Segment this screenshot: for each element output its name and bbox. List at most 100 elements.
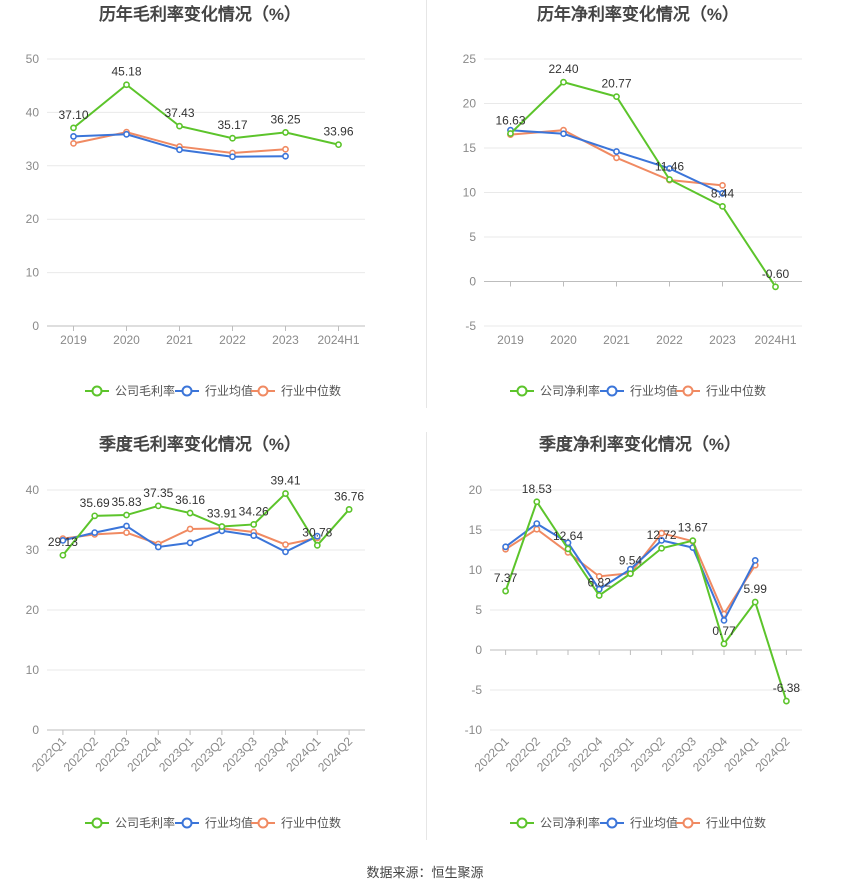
data-point-industry_avg <box>70 133 77 140</box>
series-line-company <box>504 499 788 702</box>
data-label: 12.64 <box>553 529 583 543</box>
data-label: 0.77 <box>712 624 736 638</box>
data-label: 6.82 <box>588 575 612 589</box>
data-point-company <box>613 93 620 101</box>
data-point-industry_avg <box>91 529 99 536</box>
legend-label: 行业中位数 <box>706 383 766 398</box>
chart-title: 历年净利率变化情况（%） <box>537 4 739 24</box>
legend-label: 公司净利率 <box>540 383 600 398</box>
y-tick-label: 10 <box>26 266 40 280</box>
series-line-industry_avg <box>510 129 723 195</box>
legend-item-industry_avg[interactable]: 行业均值 <box>600 383 678 398</box>
legend-item-industry_avg[interactable]: 行业均值 <box>175 815 253 830</box>
data-label: 9.54 <box>619 554 643 568</box>
y-tick-label: 0 <box>469 275 476 289</box>
data-point-company <box>658 544 665 552</box>
data-label: 16.63 <box>495 113 525 127</box>
legend-item-industry_avg[interactable]: 行业均值 <box>175 383 253 398</box>
y-tick-label: 0 <box>475 643 482 657</box>
data-label: 13.67 <box>678 521 708 535</box>
x-tick-label: 2019 <box>60 333 87 347</box>
data-label: -6.38 <box>773 681 801 695</box>
data-label: 35.83 <box>111 495 141 509</box>
legend-swatch-marker <box>181 385 193 397</box>
x-tick-label: 2023 <box>709 333 736 347</box>
legend-item-industry_median[interactable]: 行业中位数 <box>251 383 341 398</box>
legend-item-company[interactable]: 公司净利率 <box>510 383 600 398</box>
data-label: 30.78 <box>302 525 332 539</box>
legend-swatch-marker <box>91 817 103 829</box>
y-tick-label: 5 <box>475 603 482 617</box>
data-label: 33.96 <box>323 125 353 139</box>
x-tick-label: 2019 <box>497 333 524 347</box>
legend-item-industry_median[interactable]: 行业中位数 <box>251 815 341 830</box>
data-point-company <box>218 523 226 530</box>
bottom-column-divider <box>426 432 427 840</box>
x-tick-label: 2024H1 <box>754 333 796 347</box>
data-point-company <box>154 502 162 510</box>
data-point-industry_avg <box>719 189 726 197</box>
data-point-company <box>595 592 603 599</box>
data-point-company <box>91 512 99 520</box>
data-point-company <box>560 78 567 86</box>
y-tick-label: 10 <box>469 563 483 577</box>
legend-item-company[interactable]: 公司净利率 <box>510 815 600 830</box>
chart-title: 季度毛利率变化情况（%） <box>99 434 301 454</box>
data-point-company <box>282 129 289 136</box>
quarterly-gross-margin-chart: 季度毛利率变化情况（%）0102030402022Q12022Q22022Q32… <box>26 434 365 830</box>
y-tick-label: 10 <box>463 186 477 200</box>
data-point-industry_avg <box>250 532 258 539</box>
data-point-company <box>313 541 321 549</box>
y-tick-label: 20 <box>26 603 40 617</box>
data-label: 36.16 <box>175 493 205 507</box>
data-label: 37.10 <box>58 108 88 122</box>
data-point-industry_avg <box>313 532 321 540</box>
legend-swatch-marker <box>181 817 193 829</box>
data-point-company <box>502 587 509 595</box>
legend-swatch-marker <box>257 817 269 829</box>
data-point-industry_avg <box>564 539 572 547</box>
y-tick-label: -5 <box>465 319 476 333</box>
legend-swatch-marker <box>682 817 694 829</box>
series-line-company <box>509 81 777 288</box>
data-point-company <box>345 506 353 513</box>
data-point-company <box>282 490 289 497</box>
legend-label: 行业中位数 <box>281 815 341 830</box>
legend-item-industry_median[interactable]: 行业中位数 <box>676 815 766 830</box>
data-point-industry_median <box>282 541 289 548</box>
x-tick-label: 2022 <box>219 333 246 347</box>
y-tick-label: -10 <box>465 723 483 737</box>
legend-label: 行业中位数 <box>281 383 341 398</box>
data-label: 37.35 <box>143 486 173 500</box>
legend-item-industry_median[interactable]: 行业中位数 <box>676 383 766 398</box>
legend-item-company[interactable]: 公司毛利率 <box>85 815 175 830</box>
data-point-industry_median <box>533 525 541 533</box>
data-label: 22.40 <box>548 62 578 76</box>
data-point-industry_avg <box>720 616 728 624</box>
data-point-industry_median <box>719 181 726 189</box>
data-point-company <box>70 124 77 132</box>
legend-item-company[interactable]: 公司毛利率 <box>85 383 175 398</box>
data-point-company <box>123 511 130 519</box>
data-point-company <box>186 509 194 517</box>
series-line-company <box>62 491 350 556</box>
data-label: 18.53 <box>522 482 552 496</box>
x-tick-label: 2022 <box>656 333 683 347</box>
legend-swatch-marker <box>257 385 269 397</box>
data-point-industry_avg <box>751 556 759 564</box>
legend-item-industry_avg[interactable]: 行业均值 <box>600 815 678 830</box>
chart-title: 历年毛利率变化情况（%） <box>99 4 301 24</box>
data-point-industry_avg <box>229 153 236 161</box>
legend-swatch-marker <box>606 385 618 397</box>
data-point-industry_median <box>186 525 194 533</box>
data-point-industry_avg <box>59 537 67 544</box>
data-point-company <box>335 141 342 149</box>
data-point-industry_avg <box>123 522 130 530</box>
y-tick-label: 5 <box>469 230 476 244</box>
x-tick-label: 2023 <box>272 333 299 347</box>
top-column-divider <box>426 0 427 408</box>
data-point-industry_avg <box>154 543 162 551</box>
data-point-industry_median <box>613 154 620 162</box>
data-label: 39.41 <box>270 474 300 488</box>
